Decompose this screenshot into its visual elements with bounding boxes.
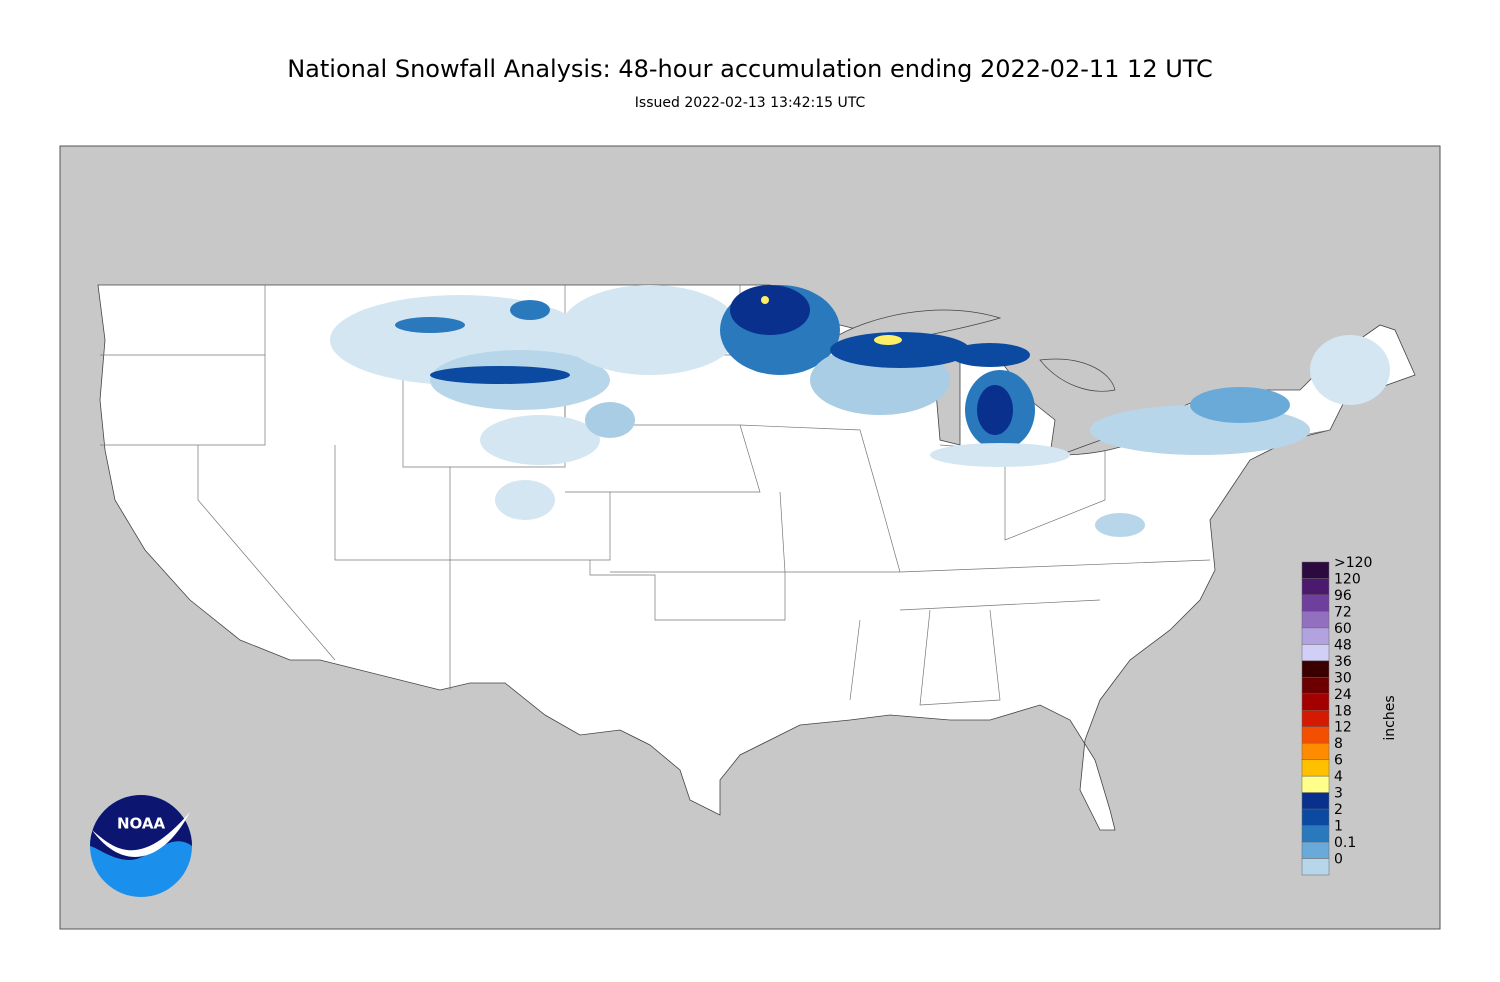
legend-label: 4	[1334, 769, 1343, 785]
legend-label: 6	[1334, 753, 1343, 769]
legend-swatch	[1301, 677, 1330, 695]
logo-text: NOAA	[117, 815, 166, 833]
legend-swatch	[1301, 611, 1330, 629]
legend-swatch	[1301, 742, 1330, 760]
legend-swatch	[1301, 808, 1330, 826]
legend-swatch	[1301, 644, 1330, 662]
legend-swatch	[1301, 792, 1330, 810]
legend-label: 3	[1334, 786, 1343, 802]
legend-label: 36	[1334, 654, 1352, 670]
subtitle: Issued 2022-02-13 13:42:15 UTC	[635, 95, 866, 111]
legend-label: 1	[1334, 819, 1343, 835]
legend-swatch	[1301, 841, 1330, 859]
legend-label: 24	[1334, 687, 1352, 703]
legend-swatch	[1301, 627, 1330, 645]
title: National Snowfall Analysis: 48-hour accu…	[287, 55, 1213, 83]
legend-swatch	[1301, 726, 1330, 744]
legend-label: 8	[1334, 736, 1343, 752]
legend-label: 96	[1334, 588, 1352, 604]
legend-swatch	[1301, 858, 1330, 876]
legend-label: 60	[1334, 621, 1352, 637]
legend-label: 72	[1334, 604, 1352, 620]
legend-title: inches	[1382, 695, 1398, 740]
noaa-logo: NOAA	[90, 795, 192, 897]
legend-label: 0	[1334, 852, 1343, 868]
legend-label: 12	[1334, 720, 1352, 736]
legend-swatch	[1301, 578, 1330, 596]
legend-label: 120	[1334, 571, 1361, 587]
legend-label: 48	[1334, 637, 1352, 653]
legend-swatch	[1301, 660, 1330, 678]
legend-swatch	[1301, 693, 1330, 711]
legend-swatch	[1301, 775, 1330, 793]
legend-label: 2	[1334, 802, 1343, 818]
legend-swatch	[1301, 759, 1330, 777]
legend-label: 0.1	[1334, 835, 1356, 851]
legend: inches >1201209672604836302418128643210.…	[1301, 555, 1398, 876]
legend-swatch	[1301, 825, 1330, 843]
legend-label: 30	[1334, 670, 1352, 686]
legend-swatch	[1301, 594, 1330, 612]
legend-swatch	[1301, 710, 1330, 727]
legend-swatch	[1301, 561, 1330, 579]
legend-label: >120	[1334, 555, 1372, 571]
snowfall-shading	[330, 285, 1390, 537]
map: inches >1201209672604836302418128643210.…	[59, 145, 1441, 930]
legend-label: 18	[1334, 703, 1352, 719]
